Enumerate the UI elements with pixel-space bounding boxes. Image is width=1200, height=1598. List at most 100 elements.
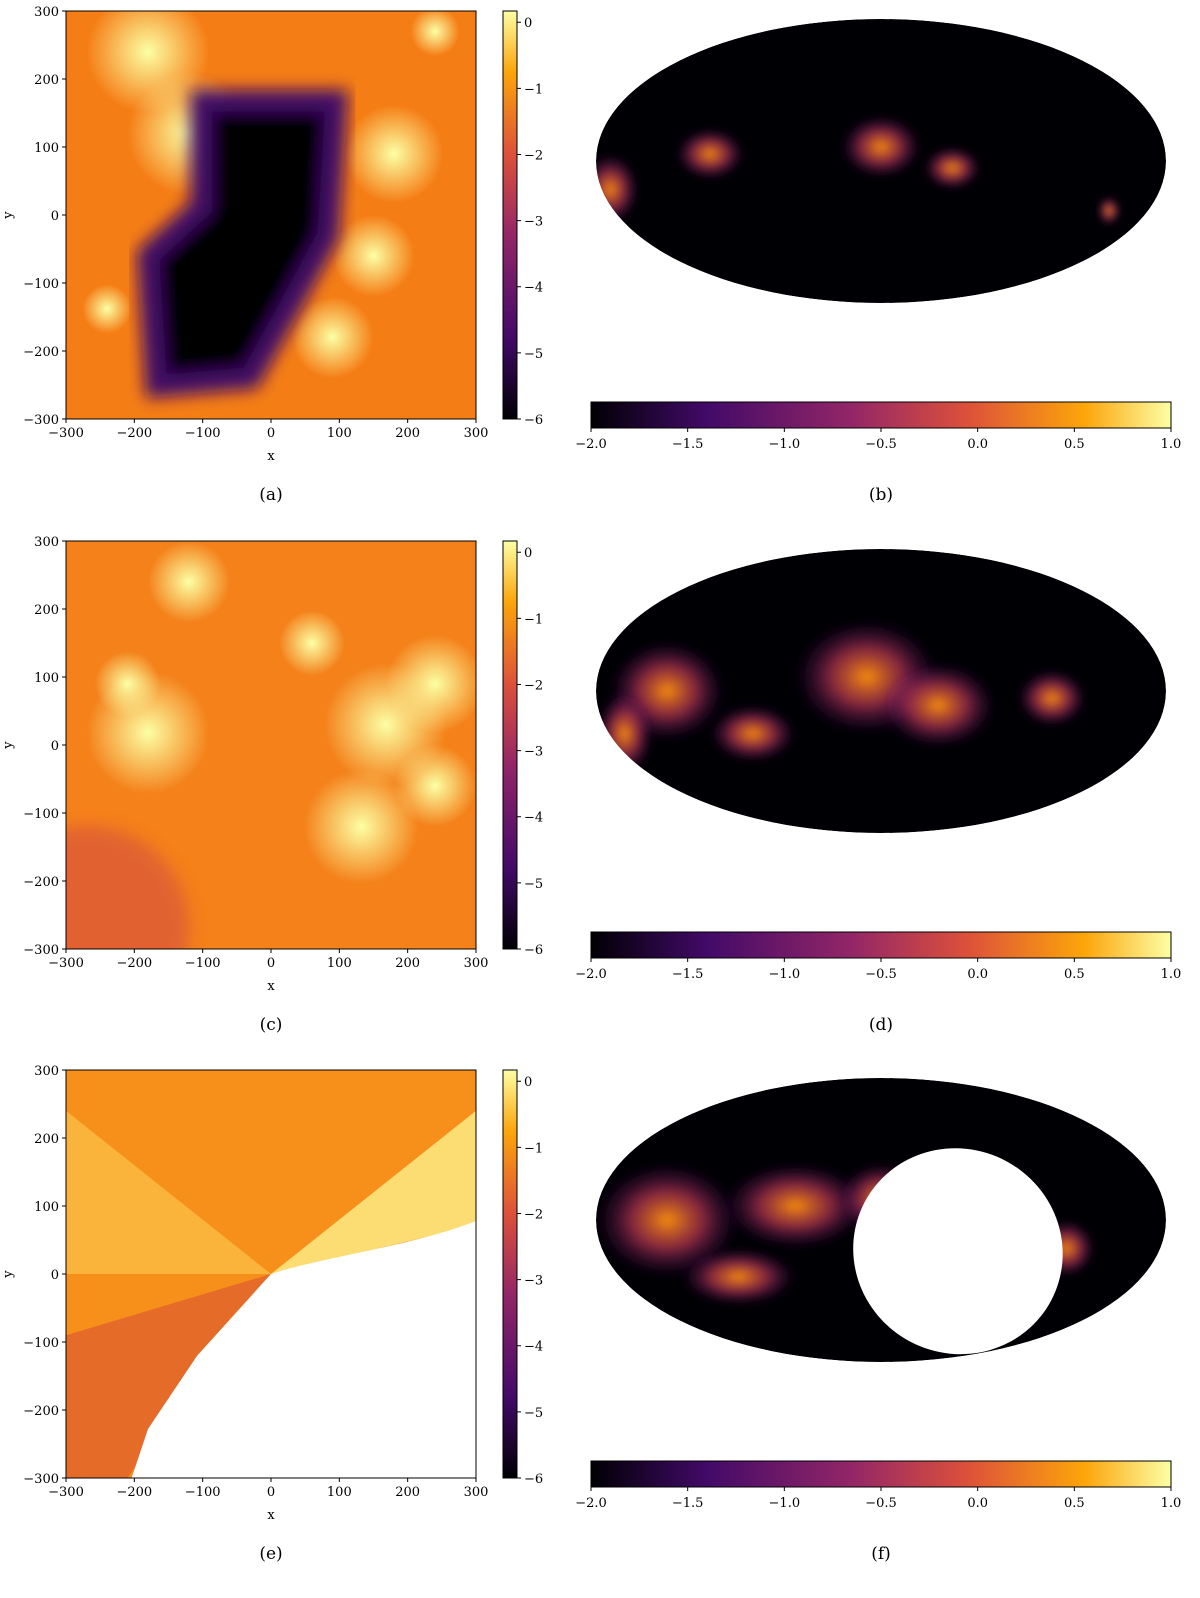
colorbar-tick-label: −2 bbox=[524, 678, 543, 693]
y-tick-label: 100 bbox=[34, 671, 59, 686]
y-tick-label: −300 bbox=[23, 1472, 59, 1487]
emission bbox=[596, 1163, 739, 1277]
emission bbox=[923, 146, 981, 190]
y-tick-label: 100 bbox=[34, 1200, 59, 1215]
x-tick-label: 0 bbox=[267, 956, 275, 971]
colorbar-tick-label: 0 bbox=[524, 16, 532, 31]
colorbar-tick-label: −5 bbox=[524, 1406, 543, 1421]
y-tick-label: −200 bbox=[23, 1404, 59, 1419]
blob bbox=[279, 610, 345, 676]
colorbar-tick-label: 0.5 bbox=[1064, 437, 1085, 452]
x-tick-label: −200 bbox=[116, 1485, 152, 1500]
y-tick-label: 100 bbox=[34, 141, 59, 156]
sky-map bbox=[596, 1078, 1166, 1362]
x-tick-label: −100 bbox=[185, 426, 221, 441]
colorbar-tick-label: −3 bbox=[524, 1274, 543, 1289]
x-tick-label: −300 bbox=[48, 956, 84, 971]
y-tick-label: 200 bbox=[34, 1132, 59, 1147]
emission bbox=[710, 705, 796, 762]
colorbar bbox=[502, 540, 518, 950]
colorbar-tick-label: −1.0 bbox=[769, 1496, 801, 1511]
x-tick-label: 200 bbox=[395, 956, 420, 971]
colorbar-tick-label: −2.0 bbox=[575, 1496, 607, 1511]
mollweide-panel: −2.0 −1.5 −1.0 −0.5 0.0 0.5 1.0 (f) bbox=[575, 1078, 1181, 1564]
emission bbox=[881, 662, 995, 748]
bright-wedge bbox=[66, 1110, 271, 1274]
masked bbox=[853, 1148, 1063, 1355]
colorbar bbox=[590, 401, 1172, 429]
colorbar bbox=[502, 1069, 518, 1479]
blob bbox=[148, 541, 230, 623]
colorbar-tick-label: −6 bbox=[524, 1472, 543, 1487]
emission bbox=[1017, 669, 1087, 727]
x-tick-label: 300 bbox=[464, 426, 489, 441]
colorbar-tick-label: −1.5 bbox=[672, 1496, 704, 1511]
x-tick-label: 100 bbox=[327, 1485, 352, 1500]
caption: (b) bbox=[869, 485, 893, 505]
blob bbox=[291, 296, 374, 379]
x-tick-label: 200 bbox=[395, 1485, 420, 1500]
blob bbox=[94, 651, 161, 717]
mollweide-panel: −2.0 −1.5 −1.0 −0.5 0.0 0.5 1.0 (b) bbox=[575, 19, 1181, 505]
y-tick-label: −300 bbox=[23, 943, 59, 958]
colorbar bbox=[590, 931, 1172, 959]
y-tick-label: −300 bbox=[23, 413, 59, 428]
colorbar-tick-label: −1 bbox=[524, 612, 543, 627]
x-tick-label: −300 bbox=[48, 426, 84, 441]
y-tick-label: 300 bbox=[34, 5, 59, 20]
dim-wedge bbox=[66, 1274, 271, 1478]
masked bbox=[131, 1220, 476, 1478]
colorbar-tick-label: −1.0 bbox=[769, 967, 801, 982]
blob bbox=[332, 214, 415, 297]
colorbar-tick-label: 0.0 bbox=[967, 1496, 988, 1511]
y-tick-label: −200 bbox=[23, 345, 59, 360]
mollweide-panel: −2.0 −1.5 −1.0 −0.5 0.0 0.5 1.0 (d) bbox=[575, 549, 1181, 1035]
colorbar-tick-label: −0.5 bbox=[865, 437, 897, 452]
y-tick-label: 0 bbox=[51, 1268, 59, 1283]
colorbar-tick-label: −1.5 bbox=[672, 437, 704, 452]
y-tick-label: 200 bbox=[34, 603, 59, 618]
blob bbox=[410, 11, 460, 56]
x-axis-label: x bbox=[267, 1508, 275, 1523]
colorbar-tick-label: −2.0 bbox=[575, 967, 607, 982]
dim bbox=[66, 826, 189, 949]
colorbar-tick-label: 0 bbox=[524, 546, 532, 561]
colorbar-tick-label: −3 bbox=[524, 745, 543, 760]
colorbar-tick-label: 1.0 bbox=[1161, 1496, 1182, 1511]
colorbar-tick-label: 0.5 bbox=[1064, 967, 1085, 982]
colorbar-tick-label: −1.5 bbox=[672, 967, 704, 982]
colorbar-tick-label: −0.5 bbox=[865, 1496, 897, 1511]
colorbar-tick-label: −2.0 bbox=[575, 437, 607, 452]
emission bbox=[1097, 196, 1121, 225]
colorbar-tick-label: −0.5 bbox=[865, 967, 897, 982]
x-axis-label: x bbox=[267, 449, 275, 464]
colorbar-tick-label: 0 bbox=[524, 1075, 532, 1090]
caption: (a) bbox=[259, 485, 282, 505]
colorbar-tick-label: 0.0 bbox=[967, 967, 988, 982]
colorbar-tick-label: 0.0 bbox=[967, 437, 988, 452]
colorbar-tick-label: −5 bbox=[524, 347, 543, 362]
caption: (f) bbox=[871, 1544, 891, 1564]
colorbar-tick-label: −6 bbox=[524, 413, 543, 428]
x-tick-label: −100 bbox=[185, 956, 221, 971]
colorbar-tick-label: −3 bbox=[524, 215, 543, 230]
colorbar-tick-label: 1.0 bbox=[1161, 437, 1182, 452]
colorbar-tick-label: −4 bbox=[524, 281, 543, 296]
y-axis-label: y bbox=[1, 1270, 16, 1279]
colorbar-tick-label: 0.5 bbox=[1064, 1496, 1085, 1511]
y-tick-label: −200 bbox=[23, 875, 59, 890]
y-tick-label: −100 bbox=[23, 277, 59, 292]
colorbar bbox=[590, 1460, 1172, 1488]
emission bbox=[724, 1163, 867, 1249]
blob bbox=[385, 634, 476, 733]
heatmap-image bbox=[66, 1070, 476, 1478]
colorbar-tick-label: −1 bbox=[524, 82, 543, 97]
y-axis-label: y bbox=[1, 741, 16, 750]
colorbar-tick-label: −6 bbox=[524, 943, 543, 958]
y-tick-label: 300 bbox=[34, 1064, 59, 1079]
x-tick-label: −300 bbox=[48, 1485, 84, 1500]
y-axis-label: y bbox=[1, 211, 16, 220]
emission bbox=[841, 115, 921, 179]
sky-map bbox=[596, 19, 1166, 303]
x-tick-label: 300 bbox=[464, 1485, 489, 1500]
